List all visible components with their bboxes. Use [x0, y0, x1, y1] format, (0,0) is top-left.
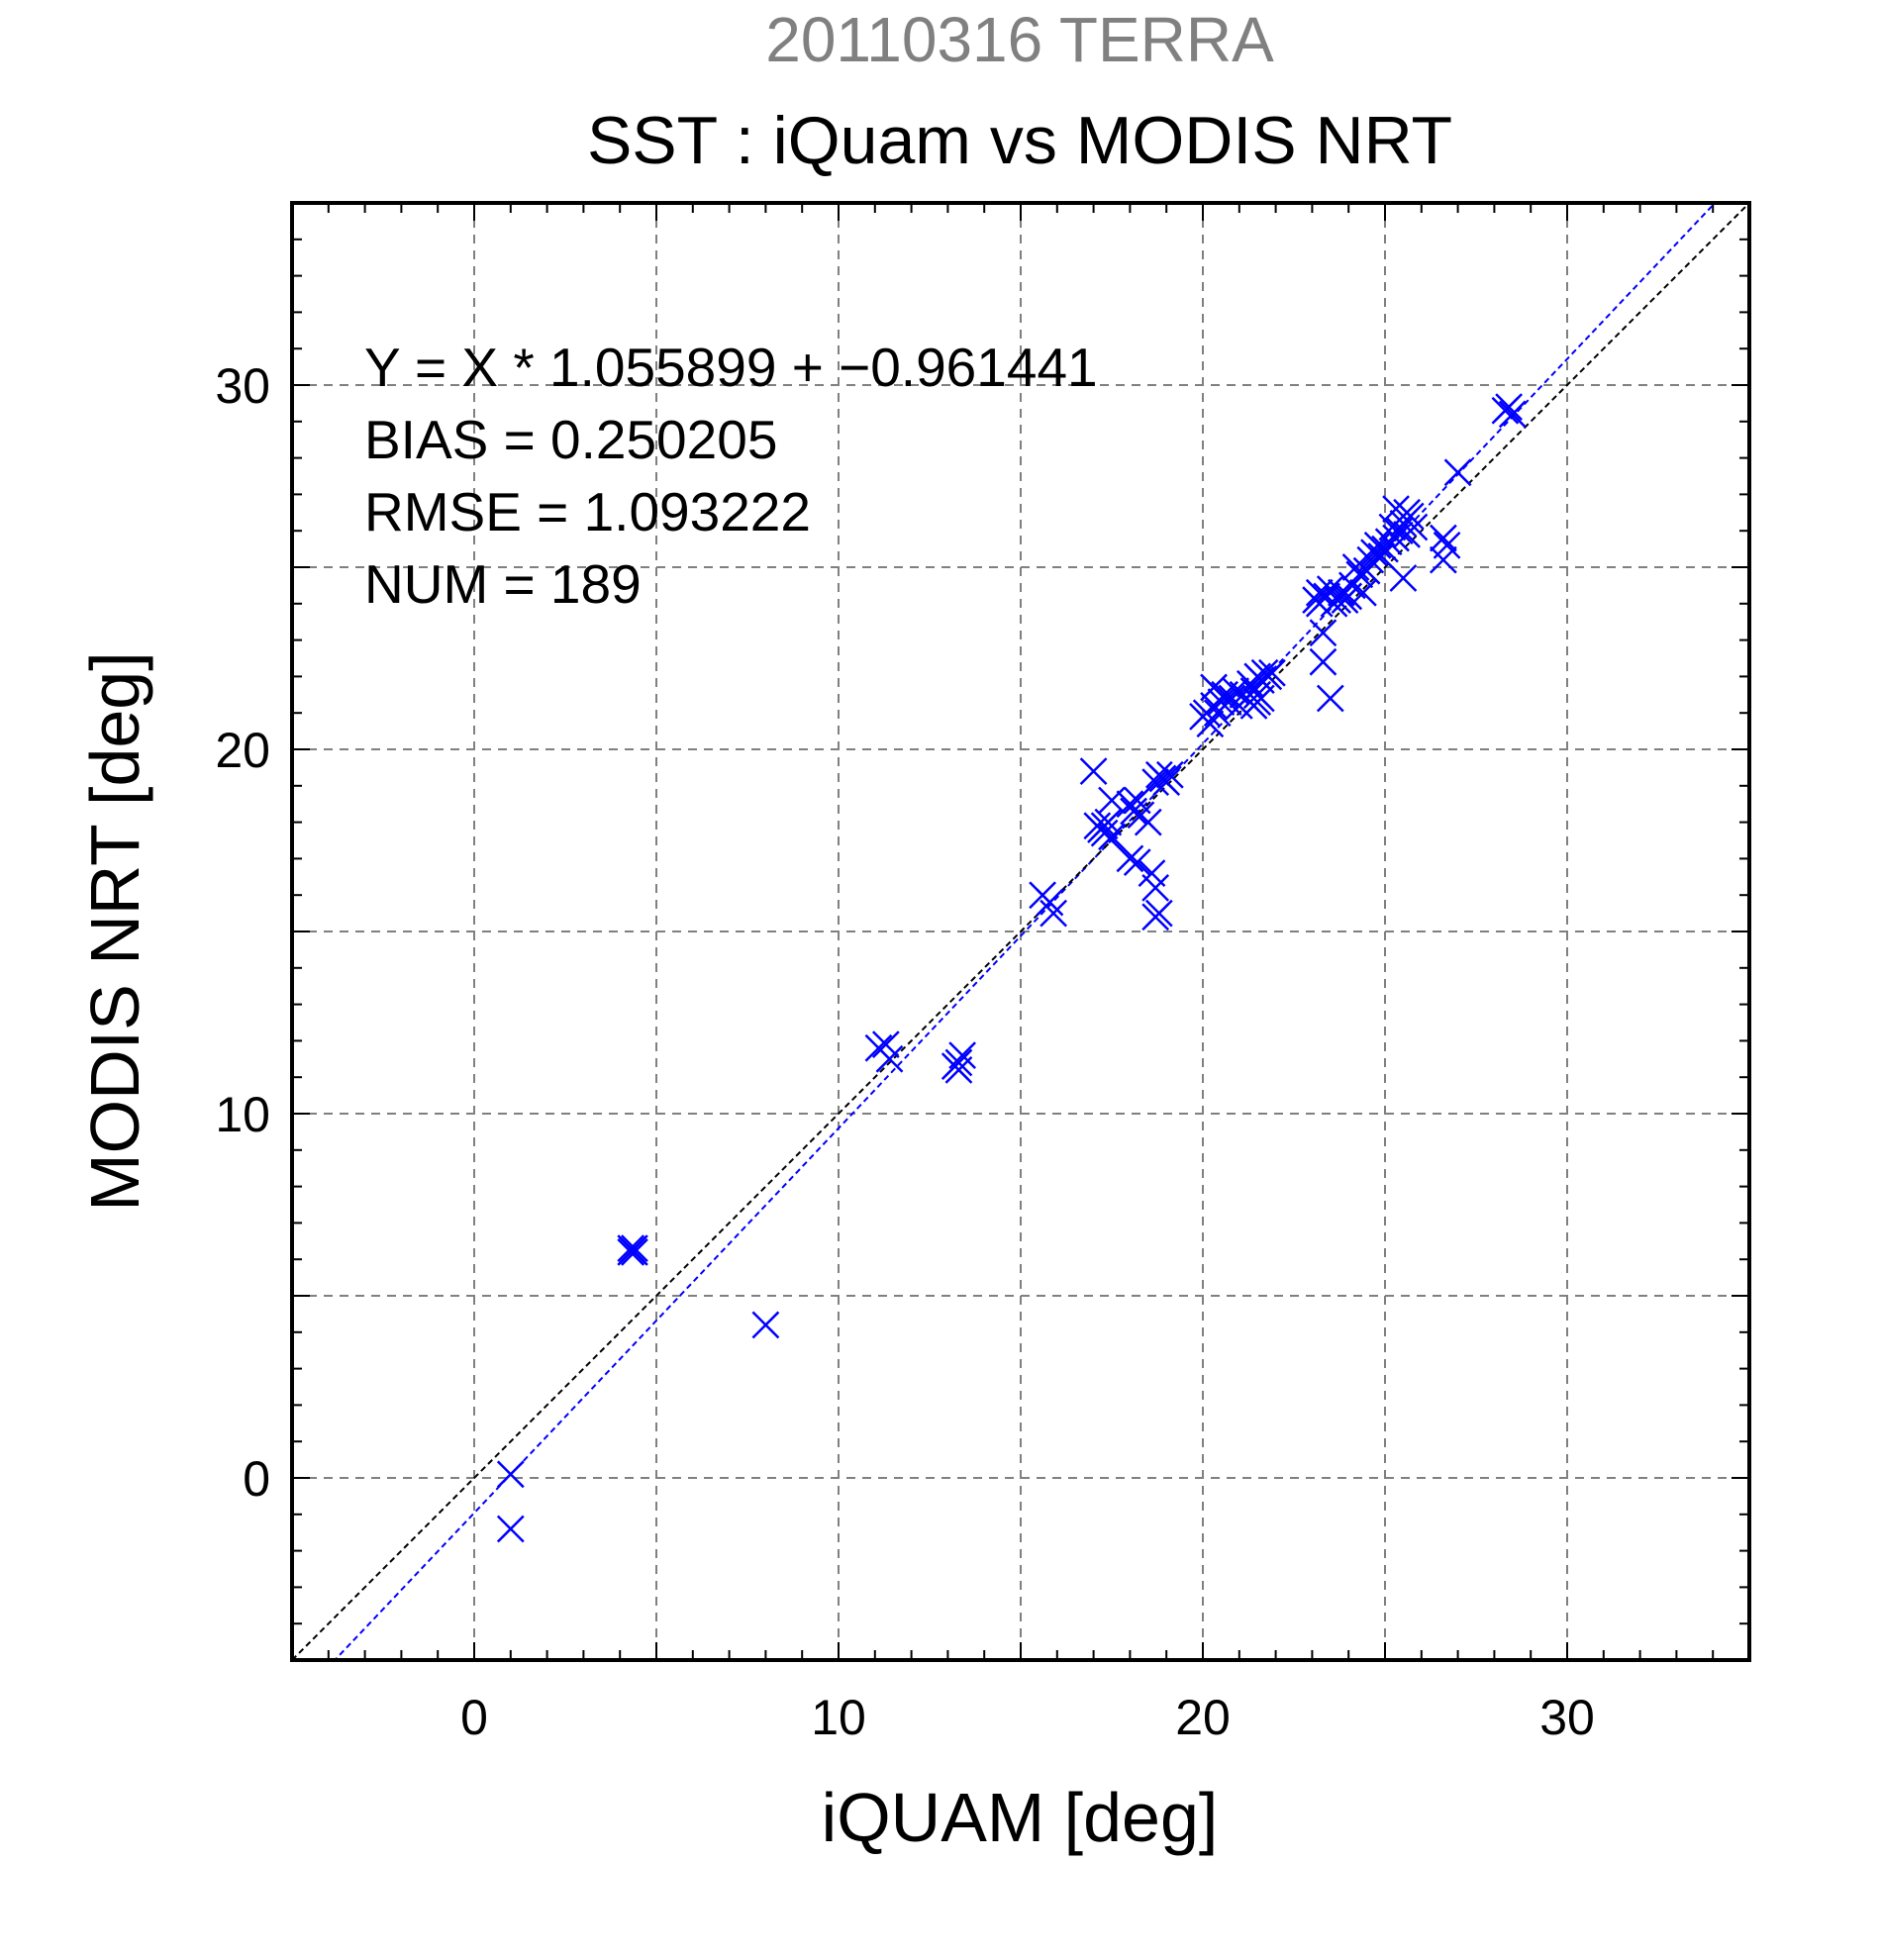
data-point — [617, 1234, 645, 1263]
data-point — [1036, 888, 1064, 917]
data-point — [1305, 578, 1334, 607]
x-tick-labels: 0 10 20 30 — [460, 1690, 1595, 1745]
plot-frame — [290, 201, 1751, 1662]
data-point — [1040, 899, 1068, 928]
data-point — [944, 1055, 973, 1084]
data-point — [1141, 903, 1170, 931]
grid — [292, 203, 1749, 1660]
data-point — [1098, 786, 1126, 815]
data-point — [1141, 873, 1170, 902]
data-point — [1309, 647, 1337, 676]
data-point — [1433, 532, 1461, 559]
data-point — [1098, 823, 1126, 851]
num-value: NUM = 189 — [364, 553, 642, 615]
data-point — [621, 1234, 648, 1263]
data-point — [496, 1460, 525, 1489]
data-point — [1367, 542, 1396, 570]
data-point — [1152, 768, 1181, 797]
data-point — [1443, 458, 1472, 487]
y-tick-label: 10 — [215, 1087, 270, 1142]
data-point — [875, 1044, 904, 1073]
chart-subtitle: SST : iQuam vs MODIS NRT — [587, 103, 1452, 178]
data-point — [1134, 808, 1162, 836]
data-point — [1345, 560, 1374, 589]
data-point — [1079, 757, 1108, 785]
data-point — [1400, 513, 1429, 541]
y-axis-label: MODIS NRT [deg] — [76, 651, 153, 1211]
data-point — [1363, 532, 1392, 559]
data-point — [1246, 684, 1275, 713]
data-point — [1258, 658, 1286, 687]
data-point — [1341, 553, 1370, 581]
data-point — [1382, 524, 1410, 552]
y-tick-label: 20 — [215, 723, 270, 778]
identity-line — [292, 203, 1749, 1660]
y-tick-label: 0 — [243, 1451, 270, 1507]
data-point — [1090, 819, 1119, 847]
fit-equation: Y = X * 1.055899 + −0.961441 — [364, 337, 1098, 398]
data-point — [1116, 844, 1144, 873]
reference-lines — [292, 203, 1749, 1660]
data-point — [1316, 684, 1344, 713]
data-point — [1309, 619, 1337, 647]
bias-value: BIAS = 0.250205 — [364, 409, 777, 470]
data-point — [1495, 393, 1524, 421]
y-tick-label: 30 — [215, 358, 270, 414]
data-point — [1429, 524, 1457, 552]
y-tick-labels: 0 10 20 30 — [215, 358, 270, 1507]
data-point — [1360, 539, 1388, 567]
data-point — [944, 1048, 973, 1077]
x-tick-label: 0 — [460, 1690, 488, 1745]
data-point — [751, 1311, 780, 1339]
data-point — [1389, 564, 1418, 592]
chart-title: 20110316 TERRA — [765, 4, 1274, 75]
data-point — [1155, 760, 1184, 789]
data-points — [496, 393, 1527, 1543]
data-point — [1123, 848, 1151, 876]
data-point — [1141, 768, 1170, 797]
x-tick-label: 20 — [1175, 1690, 1231, 1745]
data-point — [1498, 400, 1527, 429]
data-point — [1393, 498, 1421, 527]
x-axis-label: iQUAM [deg] — [822, 1779, 1219, 1856]
rmse-value: RMSE = 1.093222 — [364, 481, 811, 542]
data-point — [1120, 797, 1147, 826]
x-tick-label: 30 — [1539, 1690, 1595, 1745]
data-point — [1207, 688, 1236, 717]
fit-line — [333, 203, 1717, 1660]
data-point — [496, 1515, 525, 1543]
x-tick-label: 10 — [811, 1690, 866, 1745]
